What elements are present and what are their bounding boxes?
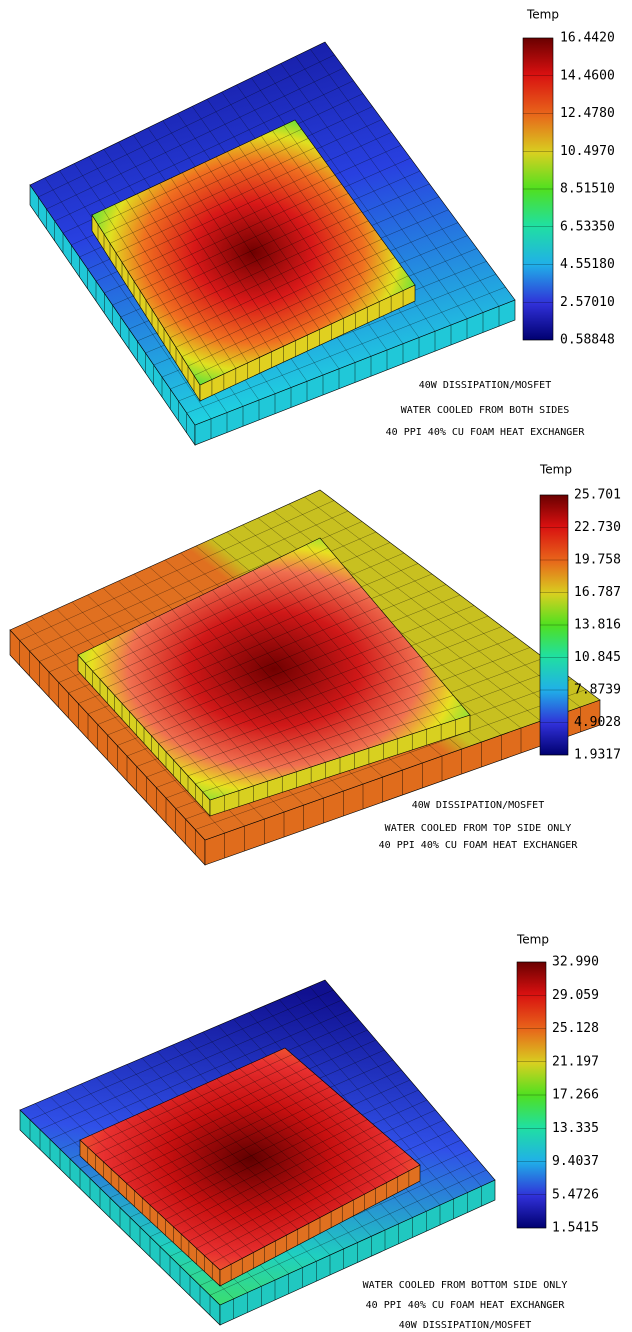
caption: 40 PPI 40% CU FOAM HEAT EXCHANGER bbox=[379, 840, 579, 851]
tick-label: 12.4780 bbox=[560, 106, 615, 121]
tick-label: 6.53350 bbox=[560, 219, 615, 234]
tick-label: 4.9028 bbox=[574, 715, 621, 730]
tick-label: 16.787 bbox=[574, 585, 621, 600]
tick-label: 21.197 bbox=[552, 1054, 599, 1069]
legend-title: Temp bbox=[526, 8, 559, 22]
caption: 40 PPI 40% CU FOAM HEAT EXCHANGER bbox=[366, 1300, 566, 1311]
caption: 40W DISSIPATION/MOSFET bbox=[412, 800, 544, 811]
tick-label: 17.266 bbox=[552, 1088, 599, 1103]
caption: WATER COOLED FROM TOP SIDE ONLY bbox=[385, 823, 572, 834]
tick-label: 13.816 bbox=[574, 618, 621, 633]
tick-label: 25.128 bbox=[552, 1021, 599, 1036]
caption: 40W DISSIPATION/MOSFET bbox=[419, 380, 551, 391]
figure: Temp16.442014.460012.478010.49708.515106… bbox=[0, 0, 632, 1332]
tick-label: 13.335 bbox=[552, 1121, 599, 1136]
legend-title: Temp bbox=[516, 933, 549, 947]
tick-label: 0.58848 bbox=[560, 333, 615, 348]
tick-label: 22.730 bbox=[574, 520, 621, 535]
caption: 40 PPI 40% CU FOAM HEAT EXCHANGER bbox=[386, 427, 586, 438]
tick-label: 8.51510 bbox=[560, 182, 615, 197]
tick-label: 1.9317 bbox=[574, 748, 621, 763]
tick-label: 5.4726 bbox=[552, 1187, 599, 1202]
tick-label: 19.758 bbox=[574, 553, 621, 568]
tick-label: 9.4037 bbox=[552, 1154, 599, 1169]
tick-label: 7.8739 bbox=[574, 683, 621, 698]
legend-title: Temp bbox=[539, 463, 572, 477]
caption: WATER COOLED FROM BOTTOM SIDE ONLY bbox=[363, 1280, 568, 1291]
tick-label: 4.55180 bbox=[560, 257, 615, 272]
tick-label: 16.4420 bbox=[560, 31, 615, 46]
tick-label: 10.4970 bbox=[560, 144, 615, 159]
tick-label: 29.059 bbox=[552, 988, 599, 1003]
caption: 40W DISSIPATION/MOSFET bbox=[399, 1320, 531, 1331]
tick-label: 32.990 bbox=[552, 955, 599, 970]
tick-label: 25.701 bbox=[574, 488, 621, 503]
tick-label: 2.57010 bbox=[560, 295, 615, 310]
tick-label: 1.5415 bbox=[552, 1221, 599, 1236]
tick-label: 14.4600 bbox=[560, 68, 615, 83]
caption: WATER COOLED FROM BOTH SIDES bbox=[401, 405, 570, 416]
tick-label: 10.845 bbox=[574, 650, 621, 665]
